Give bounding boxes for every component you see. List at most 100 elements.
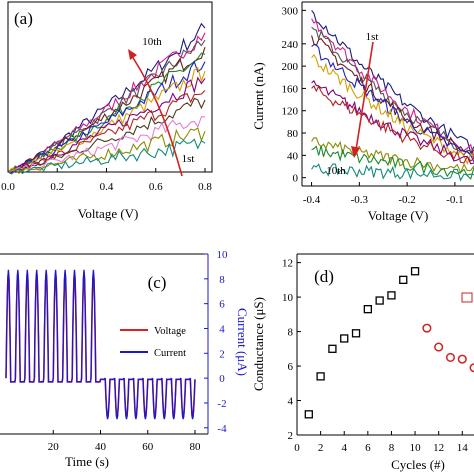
panel-a-xtick-label: 0.8 bbox=[198, 181, 212, 193]
panel-d-square-point bbox=[328, 344, 337, 353]
panel-a-series-6 bbox=[7, 60, 206, 173]
panel-a-series-10 bbox=[7, 97, 206, 173]
panel-b-series-5 bbox=[311, 44, 474, 163]
panel-d-ytick-label: 4 bbox=[288, 396, 294, 408]
panel-b-ytick-label: 200 bbox=[282, 61, 299, 73]
panel-b-xtick-label: -0.4 bbox=[303, 194, 321, 206]
panel-d-circle-point bbox=[422, 323, 432, 333]
panel-d-square-point bbox=[304, 410, 313, 419]
panel-d-square-point bbox=[340, 334, 349, 343]
panel-b-ytick-label: 80 bbox=[287, 128, 299, 140]
panel-b-series-6 bbox=[311, 53, 474, 166]
panel-a-annot-10th: 10th bbox=[142, 36, 162, 48]
panel-c-ytick-label: 10 bbox=[217, 249, 229, 261]
panel-d-ylabel: Conductance (μS) bbox=[251, 297, 266, 391]
panel-c-legend-current: Current bbox=[154, 348, 186, 359]
panel-a-xtick-label: 0.6 bbox=[149, 181, 163, 193]
panel-c-xtick-label: 20 bbox=[48, 441, 60, 453]
panel-d-square-point bbox=[410, 267, 420, 276]
panel-a: 10th 1st (a) 0.0 0.2 0.4 0.6 0.8 Voltage (V) bbox=[1, 1, 213, 221]
panel-d-legend-marker bbox=[461, 292, 473, 303]
panel-a-series-12 bbox=[7, 127, 206, 174]
panel-a-xlabel: Voltage (V) bbox=[78, 206, 139, 221]
panel-c-legend-voltage: Voltage bbox=[154, 326, 186, 337]
panel-c-ytick-label: 6 bbox=[219, 299, 225, 311]
panel-d-xtick-label: 2 bbox=[318, 442, 324, 454]
panel-a-annot-1st: 1st bbox=[182, 153, 195, 165]
panel-b-ytick-label: 160 bbox=[282, 83, 299, 95]
panel-c-ytick-label: 8 bbox=[219, 274, 225, 286]
panel-b-series-1 bbox=[311, 10, 474, 155]
panel-b-series-10 bbox=[311, 145, 474, 180]
panel-d-ytick-label: 10 bbox=[282, 292, 294, 304]
panel-b-ytick-label: 0 bbox=[293, 173, 299, 185]
panel-d-ytick-label: 2 bbox=[288, 430, 294, 442]
panel-d-xtick-label: 6 bbox=[365, 442, 371, 454]
panel-c-ytick-label: 2 bbox=[219, 348, 225, 360]
panel-d-circle-point bbox=[469, 363, 474, 373]
panel-b: 1st 10th 0 40 80 120 160 200 240 300 -0.4 -0.3 -0.2 -… bbox=[251, 1, 474, 223]
panel-d-square-point bbox=[363, 305, 372, 314]
panel-b-arrow bbox=[355, 41, 374, 151]
panel-b-annot-10th: 10th bbox=[326, 165, 346, 177]
panel-c: Voltage Current (c) -4 -2 0 2 4 6 8 10 20 40 60 80 Time… bbox=[0, 249, 250, 469]
panel-b-ytick-label: 120 bbox=[282, 106, 299, 118]
panel-d-xtick-label: 8 bbox=[389, 442, 395, 454]
panel-c-xtick-label: 80 bbox=[190, 441, 202, 453]
panel-b-arrowhead bbox=[351, 146, 360, 158]
panel-d-square-point bbox=[387, 291, 396, 300]
panel-c-xtick-label: 60 bbox=[142, 441, 154, 453]
panel-a-xtick-label: 0.0 bbox=[1, 181, 15, 193]
panel-c-ytick-label: 0 bbox=[219, 373, 225, 385]
panel-c-xlabel: Time (s) bbox=[65, 454, 109, 469]
panel-a-xtick-label: 0.4 bbox=[100, 181, 114, 193]
panel-d-square-point bbox=[375, 296, 384, 305]
panel-d-square-point bbox=[316, 372, 325, 381]
panel-c-ytick-label: -2 bbox=[217, 398, 226, 410]
panel-d-xlabel: Cycles (#) bbox=[391, 457, 445, 472]
panel-d-xtick-label: 14 bbox=[457, 442, 469, 454]
panel-d-circle-point bbox=[434, 342, 444, 352]
panel-d-xtick-label: 12 bbox=[433, 442, 444, 454]
panel-d-xtick-label: 10 bbox=[410, 442, 422, 454]
panel-c-series-current bbox=[5, 269, 196, 420]
panel-b-xlabel: Voltage (V) bbox=[368, 208, 429, 223]
panel-a-letter: (a) bbox=[14, 9, 33, 28]
panel-a-xtick-label: 0.2 bbox=[50, 181, 64, 193]
panel-d-letter: (d) bbox=[314, 267, 334, 286]
panel-a-arrow bbox=[131, 55, 183, 177]
panel-b-series-11 bbox=[311, 163, 474, 182]
panel-c-ytick-label: 4 bbox=[219, 323, 225, 335]
panel-b-xtick-label: -0.3 bbox=[351, 194, 369, 206]
panel-b-xtick-label: -0.2 bbox=[398, 194, 415, 206]
panel-b-ylabel: Current (nA) bbox=[251, 62, 266, 130]
panel-b-ytick-label: 40 bbox=[287, 150, 299, 162]
panel-b-xtick-label: -0.1 bbox=[446, 194, 463, 206]
panel-d-circle-point bbox=[457, 354, 467, 364]
panel-b-series-2 bbox=[311, 18, 474, 157]
panel-d-circle-point bbox=[445, 352, 456, 362]
panel-b-annot-1st: 1st bbox=[366, 31, 379, 43]
panel-c-letter: (c) bbox=[148, 273, 167, 292]
panel-d-ytick-label: 8 bbox=[288, 327, 294, 339]
panel-c-legend: Voltage Current bbox=[120, 326, 186, 359]
panel-d-square-point bbox=[399, 275, 408, 285]
panel-d-ytick-label: 6 bbox=[288, 361, 294, 373]
panel-a-series-13 bbox=[7, 138, 206, 175]
panel-c-ytick-label: -4 bbox=[217, 423, 227, 435]
panel-a-series-8 bbox=[7, 76, 206, 175]
panel-d-ytick-label: 12 bbox=[282, 258, 293, 270]
panel-c-ylabel: Current (μA) bbox=[235, 308, 250, 376]
panel-d-xtick-label: 0 bbox=[294, 442, 300, 454]
panel-b-series-4 bbox=[311, 35, 474, 156]
panel-a-frame bbox=[7, 1, 213, 173]
panel-d-xtick-label: 4 bbox=[341, 442, 347, 454]
panel-a-arrowhead bbox=[128, 49, 137, 60]
panel-c-xtick-label: 40 bbox=[95, 441, 107, 453]
panel-b-ytick-label: 240 bbox=[282, 39, 299, 51]
panel-d-square-point bbox=[351, 329, 361, 338]
panel-b-ytick-label: 300 bbox=[282, 5, 299, 17]
panel-b-series-8 bbox=[311, 85, 474, 164]
